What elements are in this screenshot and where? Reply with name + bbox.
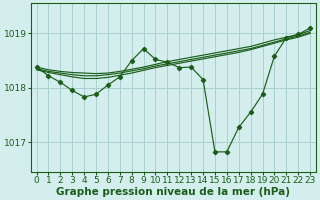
X-axis label: Graphe pression niveau de la mer (hPa): Graphe pression niveau de la mer (hPa) — [56, 187, 290, 197]
